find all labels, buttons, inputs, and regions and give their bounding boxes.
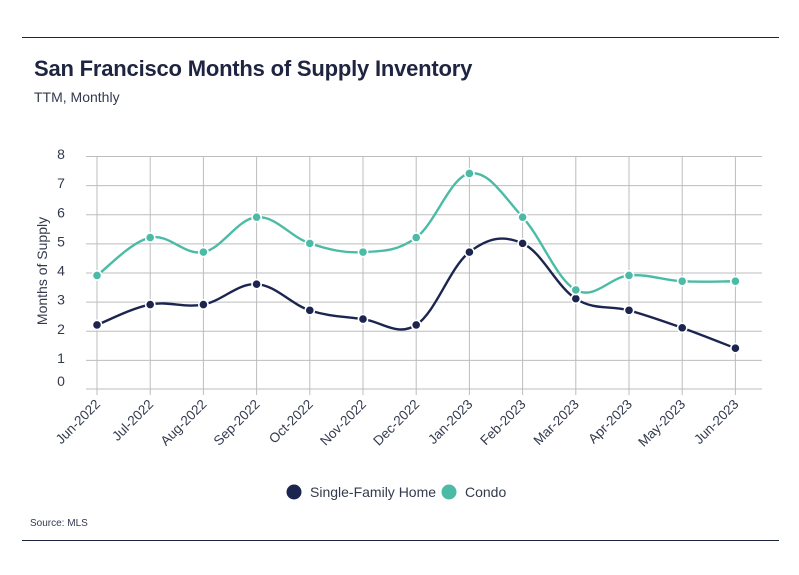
x-tick-label: Jul-2022	[109, 397, 156, 444]
x-tick-label: Jan-2023	[425, 397, 475, 447]
legend-single-family: Single-Family Home	[286, 484, 436, 500]
data-point	[251, 211, 262, 223]
data-point	[91, 270, 103, 281]
y-tick-label: 6	[57, 204, 65, 220]
x-tick-label: Mar-2023	[530, 397, 581, 448]
x-tick-label: Sep-2022	[211, 397, 263, 449]
x-tick-label: Oct-2022	[266, 397, 316, 447]
y-tick-label: 7	[57, 175, 65, 191]
bottom-rule	[22, 540, 779, 541]
y-tick-label: 4	[57, 263, 65, 279]
data-point	[517, 237, 528, 249]
legend-marker	[286, 484, 302, 500]
x-tick-label: Aug-2022	[158, 397, 210, 449]
data-point	[730, 275, 741, 287]
x-tick-label: Apr-2023	[585, 397, 635, 447]
x-tick-label: Dec-2022	[370, 397, 422, 449]
grid-lines	[86, 156, 762, 395]
data-point	[251, 278, 262, 290]
data-point	[463, 168, 475, 179]
x-axis-ticks: Jun-2022 Jul-2022 Aug-2022 Sep-2022 Oct-2022…	[53, 397, 742, 450]
data-point	[91, 319, 103, 331]
x-tick-label: Jun-2023	[691, 397, 741, 447]
x-tick-label: Jun-2022	[53, 397, 103, 447]
y-tick-label: 5	[57, 233, 65, 249]
data-point	[623, 270, 635, 281]
series-single-family	[91, 237, 741, 354]
data-point	[357, 313, 369, 325]
y-tick-label: 3	[57, 292, 65, 308]
legend: Single-Family Home Condo	[286, 484, 506, 500]
top-rule	[22, 37, 779, 38]
data-point	[410, 319, 422, 331]
series-condo	[91, 168, 741, 296]
source-note: Source: MLS	[30, 518, 88, 529]
x-tick-label: Nov-2022	[317, 397, 369, 449]
legend-label: Condo	[465, 484, 506, 500]
legend-condo: Condo	[441, 484, 506, 500]
legend-marker	[441, 484, 457, 500]
y-tick-label: 8	[57, 146, 65, 162]
data-point	[304, 304, 316, 316]
x-tick-label: Feb-2023	[477, 397, 528, 448]
data-point	[144, 299, 156, 310]
chart-subtitle: TTM, Monthly	[34, 89, 120, 105]
data-point	[304, 237, 316, 249]
y-tick-label: 2	[57, 321, 65, 337]
data-point	[517, 211, 528, 223]
chart-title: San Francisco Months of Supply Inventory	[34, 56, 473, 81]
data-point	[197, 246, 209, 258]
data-point	[570, 293, 582, 305]
data-point	[410, 232, 422, 243]
data-point	[463, 246, 475, 258]
data-point	[730, 342, 741, 354]
y-axis-ticks: 0 1 2 3 4 5 6 7 8	[57, 146, 65, 389]
y-tick-label: 1	[57, 350, 65, 366]
y-tick-label: 0	[57, 373, 65, 389]
data-point	[197, 299, 209, 310]
legend-label: Single-Family Home	[310, 484, 436, 500]
data-point	[570, 284, 582, 296]
y-axis-label: Months of Supply	[34, 217, 50, 325]
data-point	[676, 275, 688, 287]
data-point	[623, 304, 635, 316]
series-group	[91, 168, 741, 354]
data-point	[676, 322, 688, 334]
data-point	[357, 246, 369, 258]
data-point	[144, 232, 156, 243]
x-tick-label: May-2023	[635, 397, 688, 450]
